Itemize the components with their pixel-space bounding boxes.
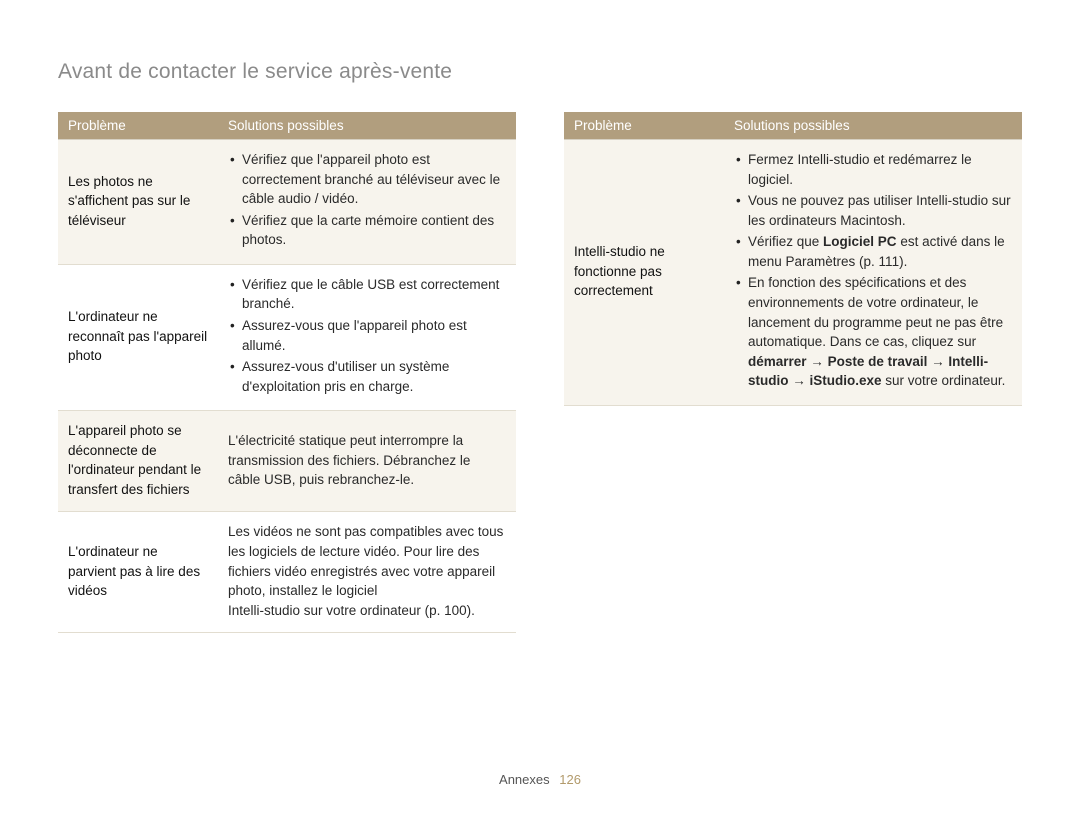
solution-list: Fermez Intelli-studio et redémarrez le l…: [734, 150, 1012, 391]
problem-cell: L'ordinateur ne parvient pas à lire des …: [58, 512, 218, 633]
problem-cell: Les photos ne s'affichent pas sur le tél…: [58, 140, 218, 265]
solution-list: Vérifiez que l'appareil photo est correc…: [228, 150, 506, 250]
solution-item: Vérifiez que la carte mémoire contient d…: [228, 211, 506, 250]
solution-item: Assurez-vous d'utiliser un système d'exp…: [228, 357, 506, 396]
solution-cell: Vérifiez que l'appareil photo est correc…: [218, 140, 516, 265]
col-header-problem: Problème: [564, 112, 724, 140]
col-header-problem: Problème: [58, 112, 218, 140]
footer-section: Annexes: [499, 772, 550, 787]
table-row: L'ordinateur ne parvient pas à lire des …: [58, 512, 516, 633]
left-column: Problème Solutions possibles Les photos …: [58, 112, 516, 633]
solution-item: Vérifiez que l'appareil photo est correc…: [228, 150, 506, 209]
table-row: Les photos ne s'affichent pas sur le tél…: [58, 140, 516, 265]
table-row: Intelli-studio ne fonctionne pas correct…: [564, 140, 1022, 406]
problem-cell: L'ordinateur ne reconnaît pas l'appareil…: [58, 264, 218, 410]
solution-item: Vérifiez que le câble USB est correcteme…: [228, 275, 506, 314]
problem-cell: L'appareil photo se déconnecte de l'ordi…: [58, 411, 218, 512]
solution-item: Vérifiez que Logiciel PC est activé dans…: [734, 232, 1012, 271]
footer-page-number: 126: [559, 772, 581, 787]
col-header-solutions: Solutions possibles: [218, 112, 516, 140]
table-row: L'ordinateur ne reconnaît pas l'appareil…: [58, 264, 516, 410]
solution-item: Vous ne pouvez pas utiliser Intelli-stud…: [734, 191, 1012, 230]
solution-list: Vérifiez que le câble USB est correcteme…: [228, 275, 506, 396]
solution-cell: Vérifiez que le câble USB est correcteme…: [218, 264, 516, 410]
solution-item: Fermez Intelli-studio et redémarrez le l…: [734, 150, 1012, 189]
solution-item: En fonction des spécifications et des en…: [734, 273, 1012, 390]
content-columns: Problème Solutions possibles Les photos …: [58, 112, 1022, 633]
problem-cell: Intelli-studio ne fonctionne pas correct…: [564, 140, 724, 406]
solution-cell: L'électricité statique peut interrompre …: [218, 411, 516, 512]
solution-cell: Les vidéos ne sont pas compatibles avec …: [218, 512, 516, 633]
solution-item: Assurez-vous que l'appareil photo est al…: [228, 316, 506, 355]
troubleshoot-table-right: Problème Solutions possibles Intelli-stu…: [564, 112, 1022, 406]
col-header-solutions: Solutions possibles: [724, 112, 1022, 140]
page-title: Avant de contacter le service après-vent…: [58, 60, 1022, 84]
troubleshoot-table-left: Problème Solutions possibles Les photos …: [58, 112, 516, 633]
page-footer: Annexes 126: [0, 772, 1080, 787]
solution-cell: Fermez Intelli-studio et redémarrez le l…: [724, 140, 1022, 406]
right-column: Problème Solutions possibles Intelli-stu…: [564, 112, 1022, 633]
table-row: L'appareil photo se déconnecte de l'ordi…: [58, 411, 516, 512]
